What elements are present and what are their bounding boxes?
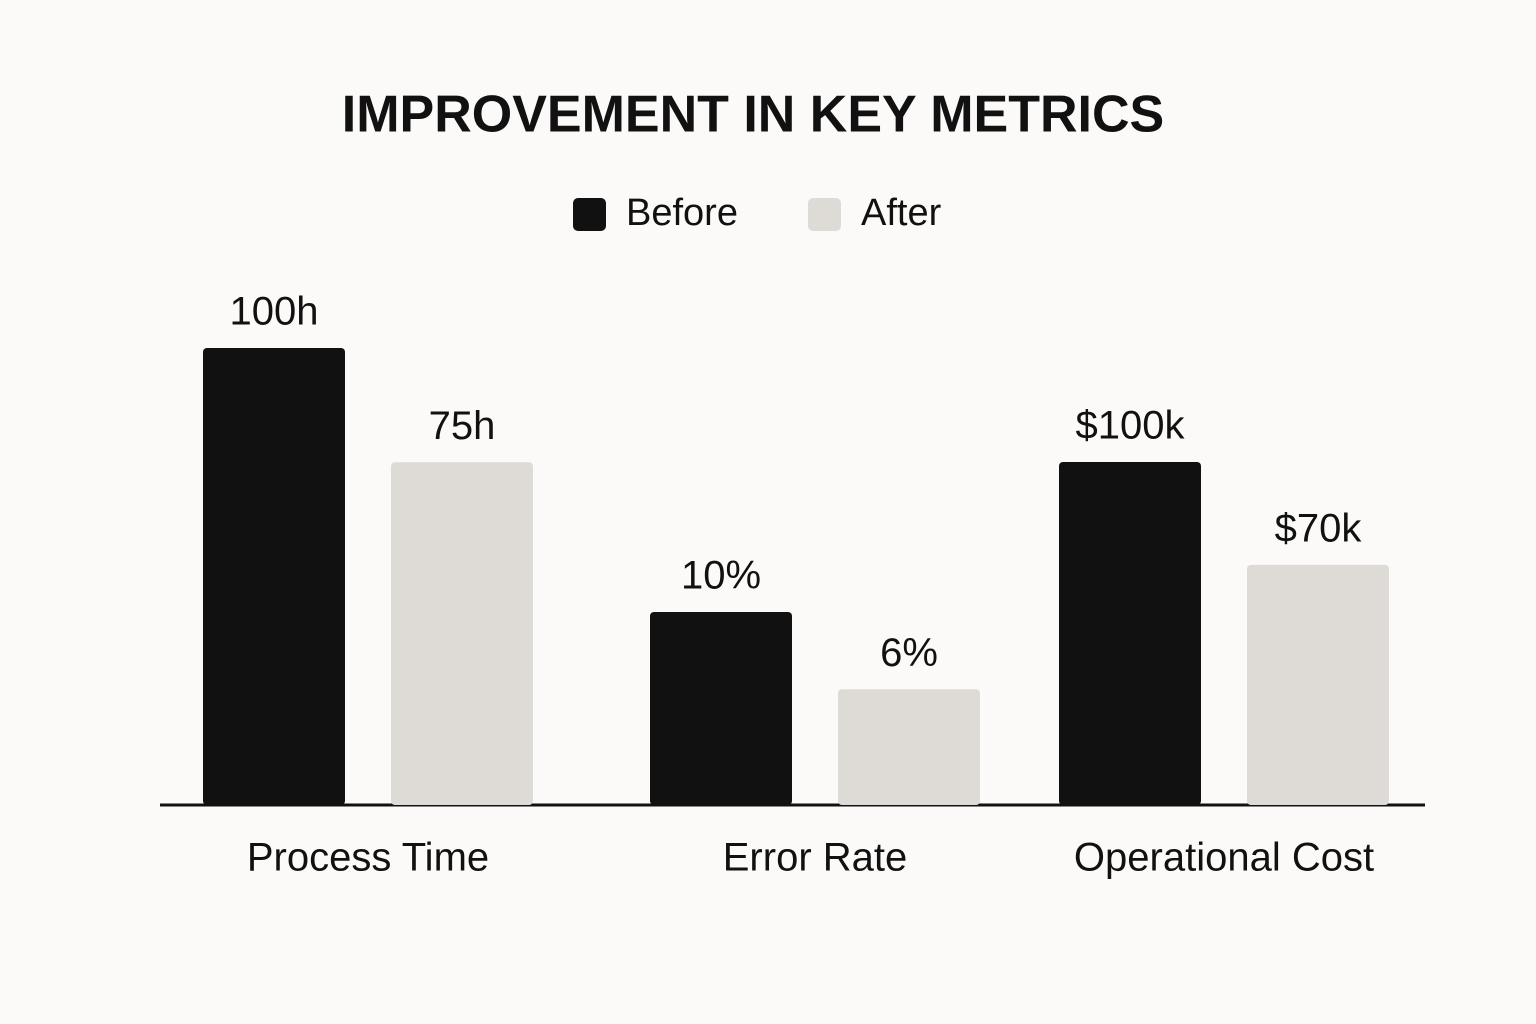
chart-title: IMPROVEMENT IN KEY METRICS [342,86,1164,144]
x-tick-label: Process Time [247,836,489,880]
bar [1247,564,1389,805]
legend-swatch [573,198,606,231]
value-label: 6% [880,631,938,675]
bar [391,462,533,805]
bar [1059,462,1201,805]
legend-label: After [861,192,942,234]
bar [650,612,792,805]
x-tick-label: Error Rate [723,836,908,880]
x-tick-label: Operational Cost [1074,836,1374,880]
value-label: 100h [230,290,319,334]
legend-label: Before [626,192,738,234]
legend-swatch [808,198,841,231]
value-label: 75h [429,404,496,448]
bar [203,348,345,805]
bar [838,689,980,805]
value-label: $100k [1076,404,1186,448]
value-label: 10% [681,554,761,598]
value-label: $70k [1275,506,1363,550]
